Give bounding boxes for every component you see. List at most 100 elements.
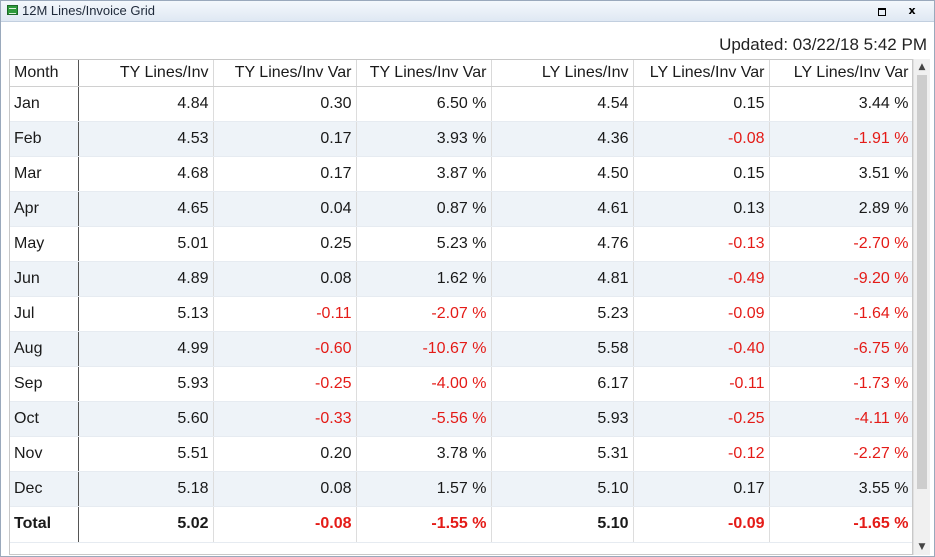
value-cell: 0.15 <box>633 156 770 192</box>
value-cell: 5.01 <box>78 226 214 262</box>
value-cell: 5.58 <box>491 331 634 367</box>
table-row[interactable]: Oct 5.60 -0.33 -5.56 % 5.93 -0.25 -4.11 % <box>10 401 912 437</box>
month-cell: Oct <box>10 401 79 437</box>
table-row[interactable]: May 5.01 0.25 5.23 % 4.76 -0.13 -2.70 % <box>10 226 912 262</box>
month-cell: Dec <box>10 471 79 507</box>
column-header[interactable]: LY Lines/Inv Var <box>769 60 912 87</box>
value-cell: 0.87 % <box>356 191 492 227</box>
value-cell: 1.57 % <box>356 471 492 507</box>
value-cell: -1.55 % <box>356 506 492 543</box>
value-cell: 0.30 <box>213 86 357 122</box>
value-cell: 4.36 <box>491 121 634 157</box>
value-cell: 0.17 <box>213 121 357 157</box>
value-cell: -0.08 <box>633 121 770 157</box>
table-row[interactable]: Dec 5.18 0.08 1.57 % 5.10 0.17 3.55 % <box>10 471 912 507</box>
value-cell: -0.25 <box>213 366 357 402</box>
value-cell: 5.23 % <box>356 226 492 262</box>
scroll-up-arrow-icon[interactable]: ▲ <box>918 62 926 72</box>
column-header[interactable]: Month <box>10 60 79 87</box>
value-cell: -2.27 % <box>769 436 912 472</box>
value-cell: 4.89 <box>78 261 214 297</box>
value-cell: 3.87 % <box>356 156 492 192</box>
value-cell: 0.08 <box>213 471 357 507</box>
close-icon[interactable]: x <box>908 4 916 17</box>
value-cell: 4.81 <box>491 261 634 297</box>
value-cell: 4.68 <box>78 156 214 192</box>
value-cell: 3.44 % <box>769 86 912 122</box>
restore-window-icon[interactable] <box>873 3 889 19</box>
value-cell: 3.78 % <box>356 436 492 472</box>
table-row[interactable]: Mar 4.68 0.17 3.87 % 4.50 0.15 3.51 % <box>10 156 912 192</box>
value-cell: -0.13 <box>633 226 770 262</box>
value-cell: -1.64 % <box>769 296 912 332</box>
grid-header-row: Month TY Lines/Inv TY Lines/Inv Var TY Line… <box>10 60 912 87</box>
value-cell: 0.04 <box>213 191 357 227</box>
value-cell: -0.25 <box>633 401 770 437</box>
table-row[interactable]: Jan 4.84 0.30 6.50 % 4.54 0.15 3.44 % <box>10 86 912 122</box>
value-cell: 0.17 <box>213 156 357 192</box>
value-cell: 0.20 <box>213 436 357 472</box>
table-row[interactable]: Jun 4.89 0.08 1.62 % 4.81 -0.49 -9.20 % <box>10 261 912 297</box>
column-header[interactable]: LY Lines/Inv <box>491 60 634 87</box>
month-cell: Sep <box>10 366 79 402</box>
value-cell: 4.65 <box>78 191 214 227</box>
table-row[interactable]: Feb 4.53 0.17 3.93 % 4.36 -0.08 -1.91 % <box>10 121 912 157</box>
table-row[interactable]: Aug 4.99 -0.60 -10.67 % 5.58 -0.40 -6.75 % <box>10 331 912 367</box>
value-cell: -0.40 <box>633 331 770 367</box>
month-cell: Aug <box>10 331 79 367</box>
value-cell: -1.73 % <box>769 366 912 402</box>
total-row[interactable]: Total 5.02 -0.08 -1.55 % 5.10 -0.09 -1.65 % <box>10 506 912 543</box>
month-cell: Apr <box>10 191 79 227</box>
month-cell: Jul <box>10 296 79 332</box>
value-cell: 5.31 <box>491 436 634 472</box>
column-header[interactable]: LY Lines/Inv Var <box>633 60 770 87</box>
value-cell: -0.09 <box>633 506 770 543</box>
value-cell: 5.60 <box>78 401 214 437</box>
table-row[interactable]: Apr 4.65 0.04 0.87 % 4.61 0.13 2.89 % <box>10 191 912 227</box>
value-cell: -0.33 <box>213 401 357 437</box>
month-cell: Jan <box>10 86 79 122</box>
value-cell: 5.23 <box>491 296 634 332</box>
value-cell: 0.08 <box>213 261 357 297</box>
value-cell: 5.93 <box>78 366 214 402</box>
value-cell: -1.65 % <box>769 506 912 543</box>
month-cell: Mar <box>10 156 79 192</box>
value-cell: 5.18 <box>78 471 214 507</box>
scroll-down-arrow-icon[interactable]: ▼ <box>918 542 926 552</box>
table-row[interactable]: Nov 5.51 0.20 3.78 % 5.31 -0.12 -2.27 % <box>10 436 912 472</box>
value-cell: 1.62 % <box>356 261 492 297</box>
value-cell: -4.11 % <box>769 401 912 437</box>
value-cell: -0.08 <box>213 506 357 543</box>
value-cell: -0.49 <box>633 261 770 297</box>
value-cell: 4.53 <box>78 121 214 157</box>
month-cell: Nov <box>10 436 79 472</box>
value-cell: 6.17 <box>491 366 634 402</box>
value-cell: -4.00 % <box>356 366 492 402</box>
column-header[interactable]: TY Lines/Inv <box>78 60 214 87</box>
scrollbar-thumb[interactable] <box>917 75 927 489</box>
value-cell: -0.11 <box>213 296 357 332</box>
value-cell: 4.54 <box>491 86 634 122</box>
title-bar[interactable]: 12M Lines/Invoice Grid x <box>1 1 934 22</box>
vertical-scrollbar[interactable]: ▲ ▼ <box>913 59 930 555</box>
value-cell: 4.84 <box>78 86 214 122</box>
table-row[interactable]: Jul 5.13 -0.11 -2.07 % 5.23 -0.09 -1.64 % <box>10 296 912 332</box>
value-cell: 5.10 <box>491 471 634 507</box>
value-cell: -10.67 % <box>356 331 492 367</box>
table-row[interactable]: Sep 5.93 -0.25 -4.00 % 6.17 -0.11 -1.73 % <box>10 366 912 402</box>
value-cell: -5.56 % <box>356 401 492 437</box>
lines-per-invoice-grid: Month TY Lines/Inv TY Lines/Inv Var TY Line… <box>9 59 913 555</box>
month-cell: Feb <box>10 121 79 157</box>
value-cell: 0.17 <box>633 471 770 507</box>
value-cell: 0.15 <box>633 86 770 122</box>
column-header[interactable]: TY Lines/Inv Var <box>356 60 492 87</box>
column-header[interactable]: TY Lines/Inv Var <box>213 60 357 87</box>
value-cell: 0.25 <box>213 226 357 262</box>
value-cell: 3.51 % <box>769 156 912 192</box>
month-cell: Total <box>10 506 79 543</box>
value-cell: -0.11 <box>633 366 770 402</box>
value-cell: 4.76 <box>491 226 634 262</box>
value-cell: -9.20 % <box>769 261 912 297</box>
value-cell: 6.50 % <box>356 86 492 122</box>
